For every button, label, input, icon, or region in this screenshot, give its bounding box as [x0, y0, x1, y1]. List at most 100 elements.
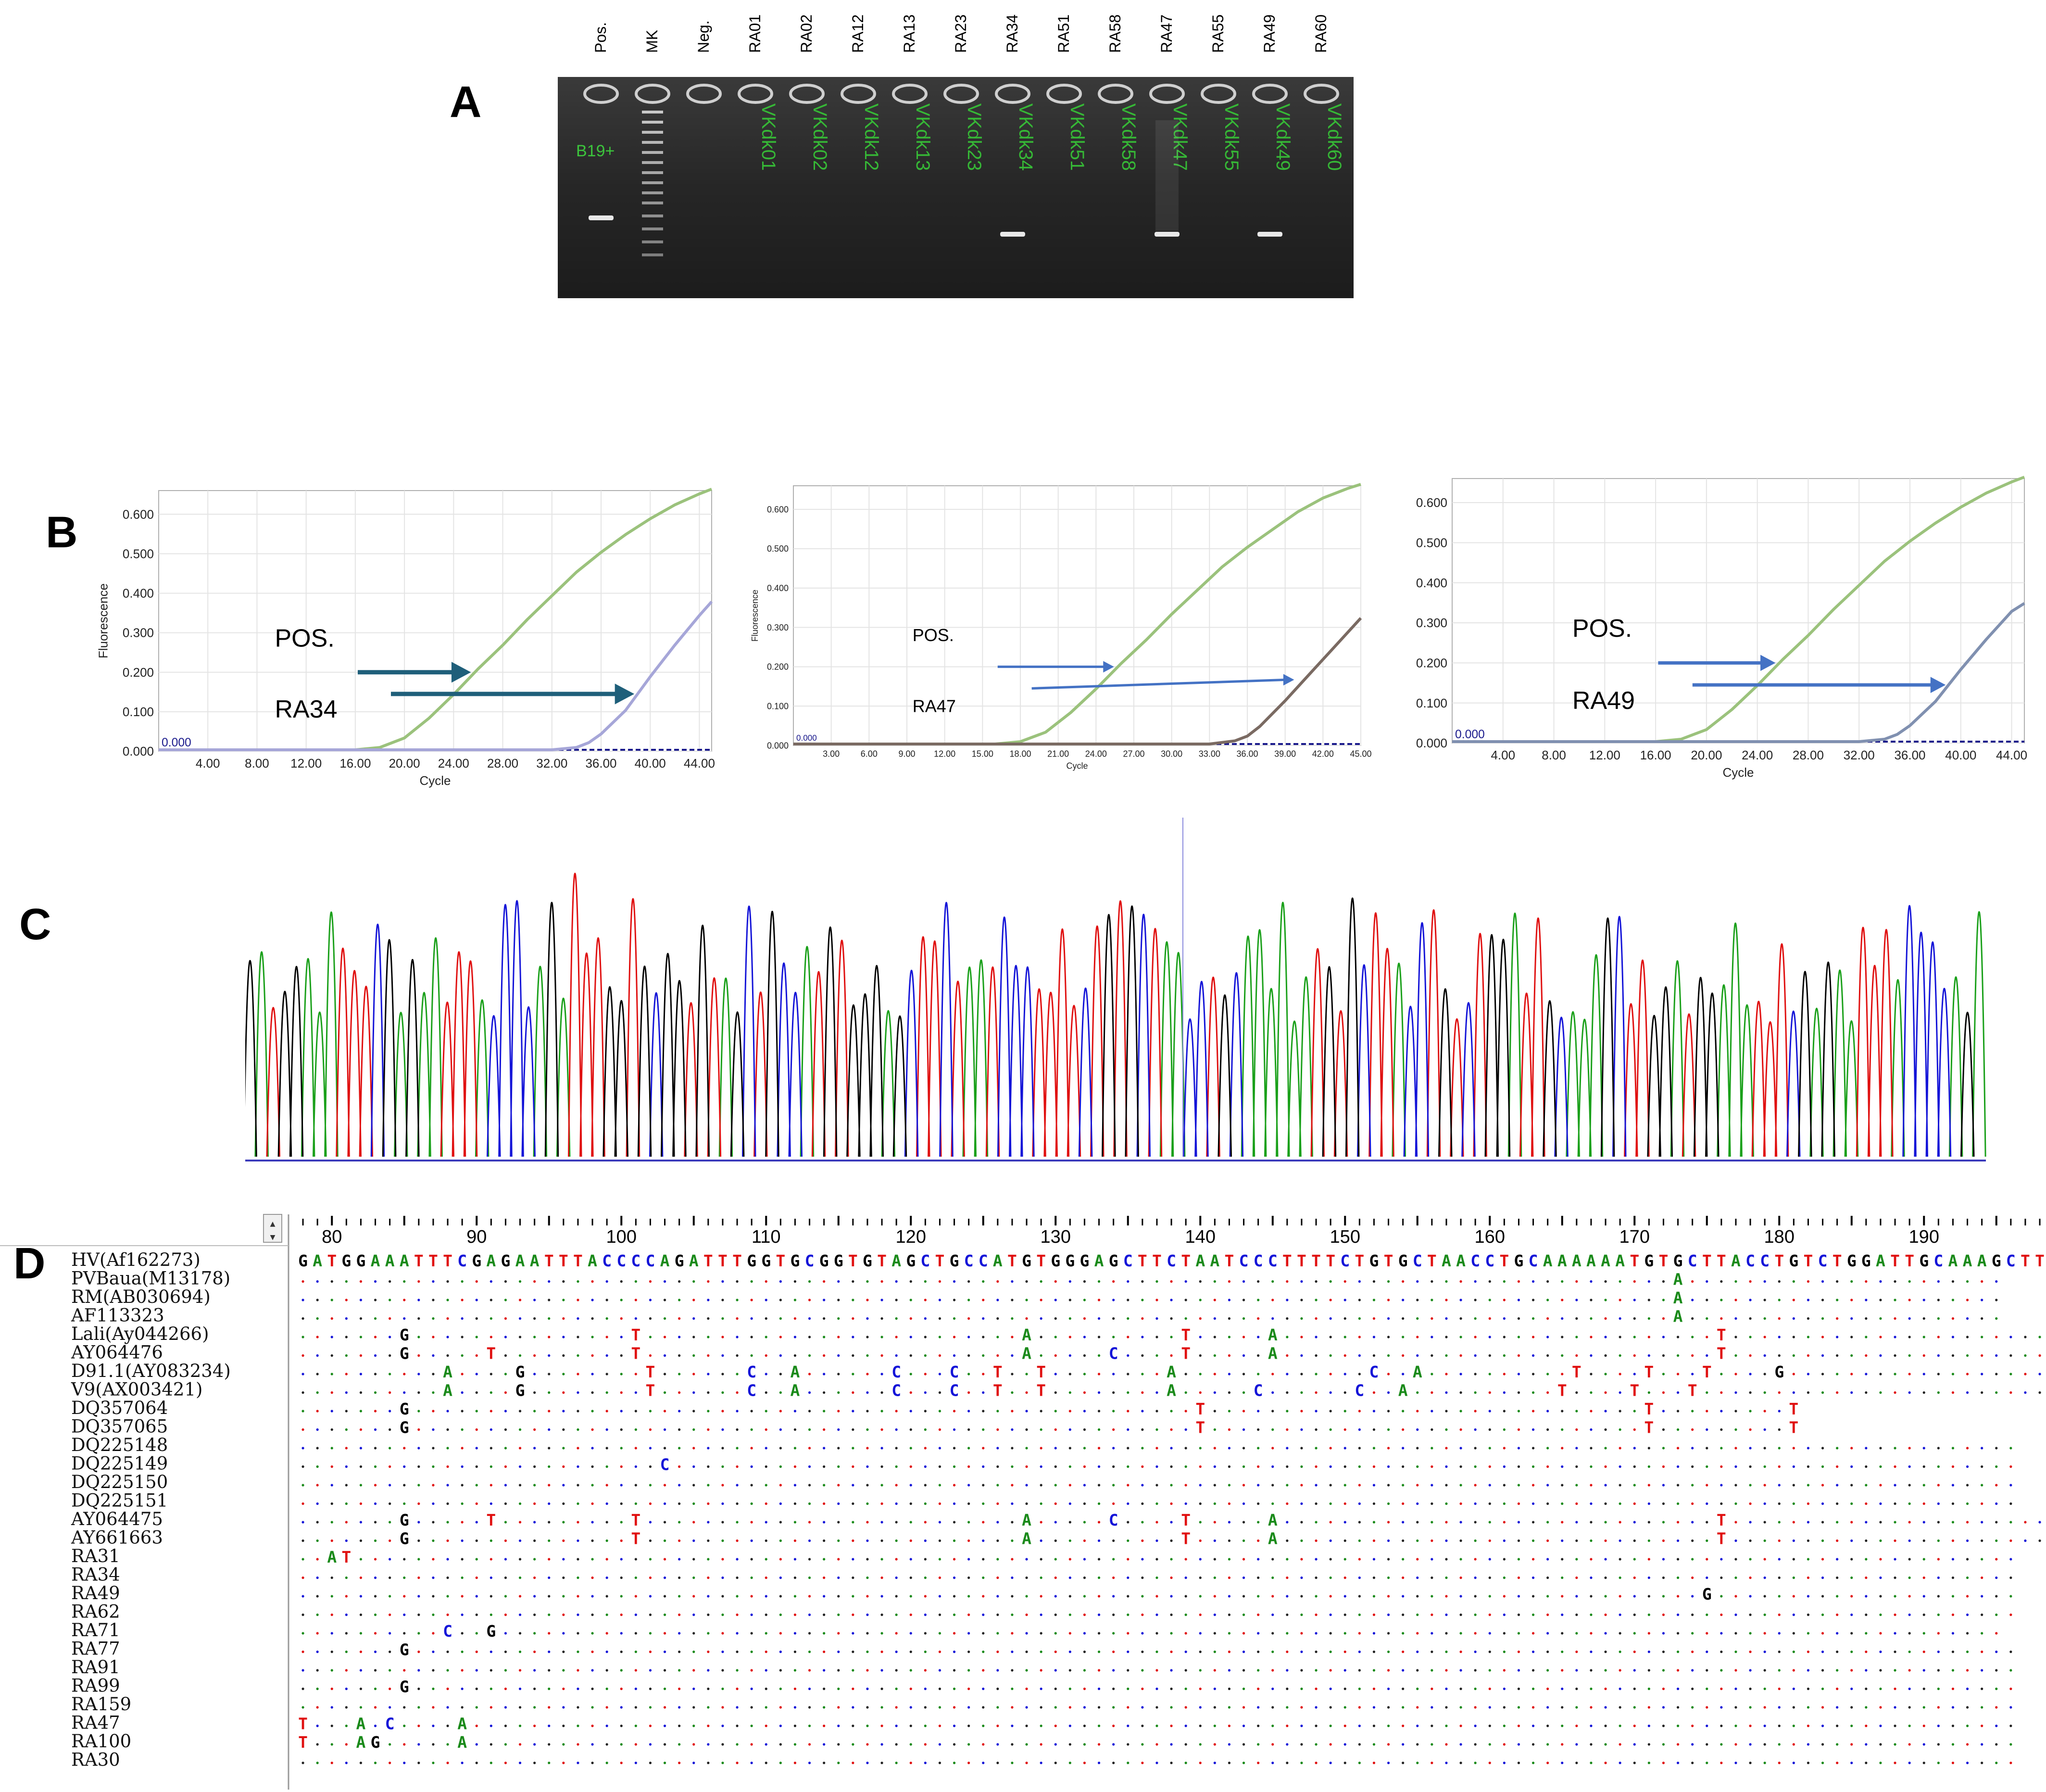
match-dot: [1633, 1336, 1636, 1338]
match-dot: [1575, 1613, 1578, 1616]
match-dot: [866, 1373, 869, 1376]
match-dot: [389, 1743, 391, 1746]
match-dot: [605, 1280, 608, 1283]
match-dot: [808, 1465, 811, 1468]
match-dot: [765, 1669, 767, 1672]
match-dot: [1257, 1373, 1260, 1376]
match-dot: [866, 1669, 869, 1672]
match-dot: [1575, 1539, 1578, 1542]
match-dot: [837, 1317, 840, 1320]
match-dot: [548, 1669, 551, 1672]
match-dot: [649, 1465, 652, 1468]
match-dot: [1836, 1391, 1839, 1394]
match-dot: [417, 1317, 420, 1320]
match-dot: [1416, 1280, 1419, 1283]
match-dot: [1850, 1706, 1853, 1709]
match-dot: [1141, 1502, 1144, 1505]
base-G: G: [400, 1400, 409, 1418]
match-dot: [1083, 1521, 1086, 1524]
match-dot: [1517, 1724, 1520, 1728]
match-dot: [1922, 1595, 1925, 1598]
match-dot: [1951, 1317, 1955, 1320]
match-dot: [316, 1373, 319, 1376]
match-dot: [1807, 1687, 1810, 1691]
base-G: G: [1644, 1251, 1654, 1270]
match-dot: [779, 1613, 782, 1616]
match-dot: [678, 1632, 681, 1635]
match-dot: [1242, 1558, 1245, 1561]
base-A: A: [385, 1251, 395, 1270]
match-dot: [1836, 1650, 1839, 1653]
match-dot: [1228, 1761, 1231, 1765]
match-dot: [924, 1761, 927, 1765]
match-dot: [1271, 1280, 1274, 1283]
match-dot: [1662, 1447, 1665, 1450]
match-dot: [446, 1743, 449, 1746]
match-dot: [1329, 1539, 1332, 1542]
gel-smear: [1155, 120, 1179, 231]
match-dot: [1763, 1336, 1766, 1338]
match-dot: [1025, 1373, 1028, 1376]
match-dot: [1155, 1465, 1158, 1468]
match-dot: [1054, 1465, 1057, 1468]
match-dot: [649, 1521, 652, 1524]
match-dot: [504, 1687, 507, 1691]
match-dot: [1112, 1484, 1115, 1487]
match-dot: [909, 1650, 912, 1653]
match-dot: [446, 1595, 449, 1598]
match-dot: [1720, 1373, 1723, 1376]
match-dot: [1662, 1299, 1665, 1301]
match-dot: [1749, 1761, 1752, 1765]
match-dot: [1459, 1317, 1462, 1320]
match-dot: [475, 1317, 478, 1320]
gel-well: [1098, 84, 1133, 104]
match-dot: [1778, 1354, 1781, 1357]
match-dot: [1865, 1724, 1868, 1728]
match-dot: [1025, 1687, 1028, 1691]
match-dot: [316, 1650, 319, 1653]
match-dot: [1112, 1280, 1115, 1283]
match-dot: [736, 1354, 739, 1357]
match-dot: [996, 1465, 999, 1468]
match-dot: [504, 1669, 507, 1672]
match-dot: [1416, 1576, 1419, 1579]
match-dot: [301, 1484, 304, 1487]
match-dot: [1908, 1743, 1911, 1746]
match-dot: [1734, 1687, 1737, 1691]
match-dot: [2009, 1484, 2012, 1487]
match-dot: [852, 1595, 854, 1598]
alignment-row-label: DQ225151: [71, 1490, 168, 1511]
match-dot: [808, 1743, 811, 1746]
alignment-row-label: RA71: [71, 1620, 120, 1641]
match-dot: [1040, 1465, 1042, 1468]
match-dot: [765, 1428, 767, 1431]
match-dot: [1387, 1465, 1390, 1468]
match-dot: [475, 1428, 478, 1431]
match-dot: [1517, 1650, 1520, 1653]
match-dot: [953, 1410, 956, 1413]
match-dot: [490, 1687, 492, 1691]
match-dot: [634, 1391, 637, 1394]
match-dot: [880, 1354, 883, 1357]
base-A: A: [689, 1251, 699, 1270]
match-dot: [432, 1373, 435, 1376]
match-dot: [518, 1299, 522, 1301]
match-dot: [1720, 1650, 1723, 1653]
match-dot: [1213, 1373, 1216, 1376]
match-dot: [793, 1317, 797, 1320]
y-tick-label: 0.100: [1416, 696, 1447, 710]
match-dot: [953, 1317, 956, 1320]
match-dot: [1575, 1299, 1578, 1301]
plot-area: [1452, 478, 2025, 744]
x-tick-label: 24.00: [1085, 749, 1107, 758]
match-dot: [1170, 1724, 1173, 1728]
match-dot: [1619, 1447, 1621, 1450]
match-dot: [432, 1391, 435, 1394]
match-dot: [953, 1724, 956, 1728]
match-dot: [793, 1669, 797, 1672]
match-dot: [779, 1576, 782, 1579]
match-dot: [953, 1484, 956, 1487]
base-C: C: [1529, 1251, 1538, 1270]
match-dot: [1676, 1761, 1680, 1765]
match-dot: [678, 1761, 681, 1765]
